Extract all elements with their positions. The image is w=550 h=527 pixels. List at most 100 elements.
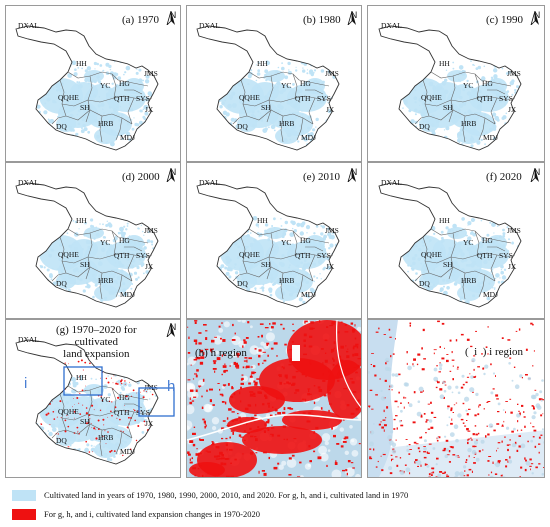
map-panel-b: DXAL HH JMS HG YC QQHE QTH SYS SH JX DQ HRB MDJ (b) …	[186, 5, 362, 162]
region-label: JX	[145, 105, 154, 114]
region-label: SYS	[136, 94, 150, 103]
region-label: SH	[261, 260, 271, 269]
region-label: QTH	[114, 408, 130, 417]
region-label: SYS	[136, 251, 150, 260]
region-label: YC	[100, 81, 110, 90]
region-label: SH	[443, 260, 453, 269]
region-label: YC	[463, 238, 473, 247]
panel-title: (b) 1980	[303, 14, 341, 26]
panel-title: ( i ) i region	[465, 346, 524, 358]
region-label: DQ	[237, 122, 248, 131]
region-label: DXAL	[381, 21, 402, 30]
region-label: YC	[463, 81, 473, 90]
province-map: DXAL HH JMS HG YC QQHE QTH SYS SH JX DQ HRB MDJ	[196, 21, 340, 151]
region-label: HG	[300, 236, 311, 245]
region-label: JMS	[325, 69, 339, 78]
region-label: MDJ	[120, 133, 135, 142]
region-label: HG	[119, 236, 130, 245]
region-label: QQHE	[239, 250, 260, 259]
panel-title: (e) 2010	[303, 171, 340, 183]
region-label: MDJ	[301, 290, 316, 299]
region-label: JMS	[144, 69, 158, 78]
marker-i: i	[24, 375, 28, 392]
region-label: HRB	[279, 276, 294, 285]
region-label: DXAL	[18, 335, 39, 344]
map-panel-g: DXAL HH JMS HG YC QQHE QTH SYS SH JX DQ HRB MDJ (g) …	[5, 319, 181, 478]
region-label: YC	[281, 238, 291, 247]
region-label: YC	[281, 81, 291, 90]
north-arrow-icon: N	[166, 323, 180, 337]
region-label: QTH	[114, 251, 130, 260]
region-label: SYS	[499, 94, 513, 103]
region-label: JMS	[507, 69, 521, 78]
map-panel-d: DXAL HH JMS HG YC QQHE QTH SYS SH JX DQ HRB MDJ (d) …	[5, 162, 181, 319]
region-label: SH	[80, 417, 90, 426]
north-arrow-icon: N	[166, 11, 180, 25]
region-label: HRB	[98, 433, 113, 442]
region-label: YC	[100, 238, 110, 247]
region-label: SH	[261, 103, 271, 112]
legend-swatch-cultivated	[12, 490, 36, 501]
region-label: DXAL	[18, 178, 39, 187]
i-region-detail-map	[368, 320, 544, 477]
region-label: HRB	[279, 119, 294, 128]
legend: Cultivated land in years of 1970, 1980, …	[0, 480, 550, 527]
region-label: HG	[482, 236, 493, 245]
region-label: HG	[482, 79, 493, 88]
north-arrow-icon: N	[347, 11, 361, 25]
region-label: MDJ	[120, 290, 135, 299]
h-region-frame	[138, 387, 175, 417]
region-label: QQHE	[58, 250, 79, 259]
region-label: DQ	[56, 436, 67, 445]
region-label: JMS	[144, 226, 158, 235]
north-arrow-icon: N	[530, 11, 544, 25]
region-label: HG	[119, 393, 130, 402]
region-label: QQHE	[239, 93, 260, 102]
region-label: QTH	[295, 94, 311, 103]
region-label: QQHE	[421, 250, 442, 259]
region-label: HH	[439, 59, 450, 68]
region-label: SH	[80, 103, 90, 112]
region-label: QQHE	[421, 93, 442, 102]
region-label: HH	[257, 216, 268, 225]
region-label: YC	[100, 395, 110, 404]
region-label: HH	[76, 373, 87, 382]
region-label: DQ	[419, 279, 430, 288]
region-label: HRB	[98, 119, 113, 128]
region-label: QQHE	[58, 93, 79, 102]
region-label: SYS	[136, 408, 150, 417]
region-label: HRB	[461, 119, 476, 128]
region-label: SH	[80, 260, 90, 269]
province-map: DXAL HH JMS HG YC QQHE QTH SYS SH JX DQ HRB MDJ	[196, 178, 340, 308]
region-label: MDJ	[483, 133, 498, 142]
region-label: DQ	[237, 279, 248, 288]
panel-title: (c) 1990	[486, 14, 523, 26]
region-label: HG	[300, 79, 311, 88]
legend-label-cultivated: Cultivated land in years of 1970, 1980, …	[44, 490, 409, 500]
region-label: JX	[145, 262, 154, 271]
region-label: JMS	[325, 226, 339, 235]
map-panel-h: (h) h region	[186, 319, 362, 478]
province-map: DXAL HH JMS HG YC QQHE QTH SYS SH JX DQ HRB MDJ	[378, 178, 522, 308]
province-map: DXAL HH JMS HG YC QQHE QTH SYS SH JX DQ HRB MDJ	[378, 21, 522, 151]
panel-title: (h) h region	[195, 347, 247, 359]
region-label: QTH	[114, 94, 130, 103]
north-arrow-icon: N	[347, 168, 361, 182]
region-label: MDJ	[120, 447, 135, 456]
region-label: MDJ	[301, 133, 316, 142]
region-label: DXAL	[199, 178, 220, 187]
north-arrow-icon: N	[530, 168, 544, 182]
region-label: HH	[76, 216, 87, 225]
region-label: JX	[326, 105, 335, 114]
map-panel-f: DXAL HH JMS HG YC QQHE QTH SYS SH JX DQ HRB MDJ (f) …	[367, 162, 545, 319]
province-map: DXAL HH JMS HG YC QQHE QTH SYS SH JX DQ HRB MDJ	[15, 178, 159, 308]
region-label: DXAL	[381, 178, 402, 187]
region-label: MDJ	[483, 290, 498, 299]
region-label: JMS	[507, 226, 521, 235]
map-panel-c: DXAL HH JMS HG YC QQHE QTH SYS SH JX DQ HRB MDJ (c) …	[367, 5, 545, 162]
region-label: HG	[119, 79, 130, 88]
region-label: QTH	[477, 251, 493, 260]
region-label: QQHE	[58, 407, 79, 416]
legend-swatch-expansion	[12, 509, 36, 520]
